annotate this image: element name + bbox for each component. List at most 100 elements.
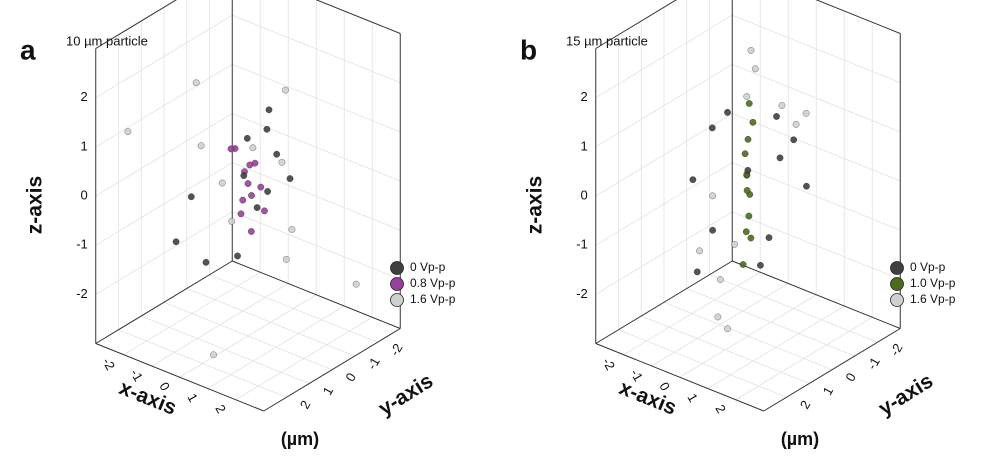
data-point (778, 102, 786, 109)
unit-label: (µm) (281, 429, 319, 449)
grid-line (732, 211, 901, 280)
z-tick-label: 2 (81, 89, 88, 104)
data-point (741, 150, 749, 158)
grid-line (95, 211, 233, 295)
legend-label: 1.6 Vp-p (410, 292, 456, 306)
data-point (790, 136, 798, 144)
x-tick-label: -2 (99, 355, 118, 373)
panel-label: b (520, 34, 537, 65)
data-point (747, 234, 755, 242)
y-tick-label: -1 (864, 355, 883, 373)
grid-line (732, 162, 901, 231)
data-point (747, 47, 755, 54)
data-point (773, 113, 780, 120)
data-point (243, 135, 251, 142)
data-point (745, 100, 753, 107)
box-edge (263, 328, 401, 412)
data-point (247, 228, 255, 235)
legend-label: 1.6 Vp-p (910, 292, 956, 306)
data-point (249, 144, 257, 152)
z-axis-title: z-axis (524, 176, 547, 234)
data-point (234, 252, 241, 260)
legend-label: 0 Vp-p (410, 260, 446, 274)
grid-line (732, 14, 901, 84)
x-tick-label: 1 (184, 391, 201, 405)
grid-line (141, 315, 310, 384)
y-tick-label: -2 (387, 341, 406, 359)
data-point (749, 118, 757, 126)
data-point (745, 212, 753, 220)
data-point (352, 280, 360, 288)
data-point (253, 204, 261, 211)
y-axis-title: y-axis (875, 369, 938, 420)
data-point (202, 258, 210, 266)
grid-line (232, 113, 401, 182)
x-tick-label: -2 (599, 355, 618, 373)
data-point (709, 192, 717, 200)
legend-marker (890, 261, 904, 275)
z-tick-label: 1 (81, 138, 88, 153)
grid-line (595, 63, 733, 148)
box-edge (595, 343, 764, 412)
data-point (709, 226, 717, 234)
y-tick-label: 0 (842, 370, 859, 384)
data-point (724, 325, 731, 333)
z-tick-label: 0 (81, 187, 88, 202)
grid-line (95, 63, 233, 148)
grid-line (232, 211, 401, 280)
data-point (742, 228, 750, 236)
data-point (288, 226, 296, 233)
y-tick-label: 1 (320, 384, 337, 398)
data-point (187, 193, 195, 201)
grid-line (595, 14, 733, 99)
data-point (757, 261, 764, 269)
y-tick-label: -2 (887, 341, 906, 359)
legend-marker (890, 277, 904, 291)
data-point (696, 247, 703, 255)
data-point (227, 145, 235, 153)
y-tick-label: 2 (297, 398, 314, 412)
z-tick-label: -1 (576, 237, 588, 252)
grid-line (595, 211, 733, 295)
data-point (197, 142, 205, 150)
data-point (172, 238, 180, 246)
data-point (744, 167, 752, 174)
grid-line (232, 14, 401, 84)
data-point (257, 183, 265, 191)
legend-label: 0 Vp-p (910, 260, 946, 274)
data-point (739, 261, 747, 268)
y-tick-label: -1 (364, 355, 383, 373)
data-point (264, 188, 271, 195)
y-tick-label: 2 (797, 398, 814, 412)
grid-line (95, 14, 233, 99)
z-tick-label: -1 (76, 237, 88, 252)
data-point (248, 192, 255, 199)
data-point (724, 109, 731, 116)
data-point (803, 182, 810, 190)
box-edge (763, 328, 901, 412)
data-point (237, 210, 245, 218)
grid-line (232, 162, 401, 231)
grid-line (663, 301, 833, 371)
grid-line (732, 63, 901, 133)
data-point (792, 120, 800, 128)
data-point (802, 109, 810, 117)
grid-line (686, 288, 855, 357)
grid-line (95, 113, 233, 197)
legend-marker (390, 293, 404, 307)
box-edge (595, 260, 733, 344)
box-edge (815, 0, 901, 34)
data-point (261, 207, 268, 215)
data-point (744, 135, 752, 143)
data-point (265, 106, 273, 114)
z-tick-label: -2 (576, 286, 588, 301)
y-tick-label: 0 (342, 370, 359, 384)
data-point (743, 93, 751, 100)
grid-line (618, 329, 787, 398)
grid-line (732, 113, 901, 182)
y-tick-label: 1 (820, 384, 837, 398)
legend-label: 1.0 Vp-p (910, 276, 956, 290)
data-point (192, 79, 200, 87)
